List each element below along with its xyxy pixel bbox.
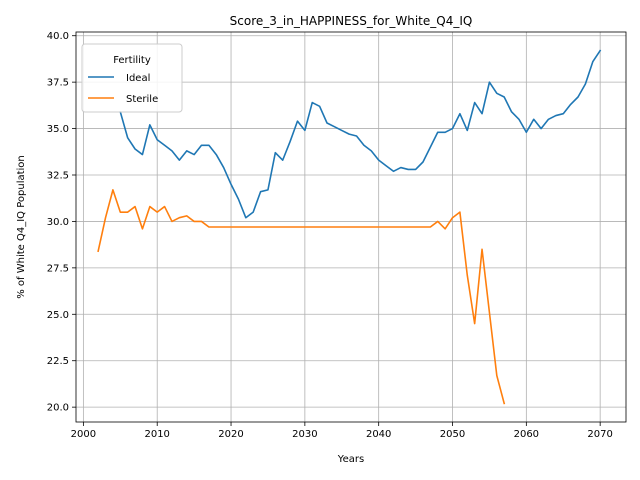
ticks: 2000 2010 2020 2030 2040 2050 2060 2070 20.0 22.5… [47,31,613,440]
y-tick-label: 20.0 [47,403,69,414]
y-tick-label: 37.5 [47,78,69,89]
grid [76,32,626,422]
y-tick-label: 30.0 [47,217,69,228]
x-tick-label: 2070 [587,429,612,440]
y-tick-label: 27.5 [47,263,69,274]
y-tick-label: 40.0 [47,31,69,42]
y-tick-label: 25.0 [47,310,69,321]
legend-box [81,43,183,113]
series-layer [97,49,602,405]
series-line-sterile [97,189,506,405]
x-tick-label: 2030 [292,429,317,440]
y-axis-label: % of White Q4_IQ Population [16,155,27,299]
chart-title: Score_3_in_HAPPINESS_for_White_Q4_IQ [230,14,473,28]
x-tick-label: 2010 [144,429,169,440]
y-tick-label: 32.5 [47,171,69,182]
legend-title: Fertility [113,55,151,66]
legend-label-ideal: Ideal [126,73,150,84]
plot-frame [75,31,627,423]
x-tick-label: 2020 [218,429,243,440]
legend-label-sterile: Sterile [126,94,158,105]
x-axis-label: Years [337,454,364,465]
x-tick-label: 2050 [440,429,465,440]
legend: Fertility Ideal Sterile [81,43,183,113]
y-tick-label: 35.0 [47,124,69,135]
series-line-ideal [119,49,602,219]
y-tick-label: 22.5 [47,356,69,367]
x-tick-label: 2060 [514,429,539,440]
x-tick-label: 2000 [71,429,96,440]
x-tick-label: 2040 [366,429,391,440]
